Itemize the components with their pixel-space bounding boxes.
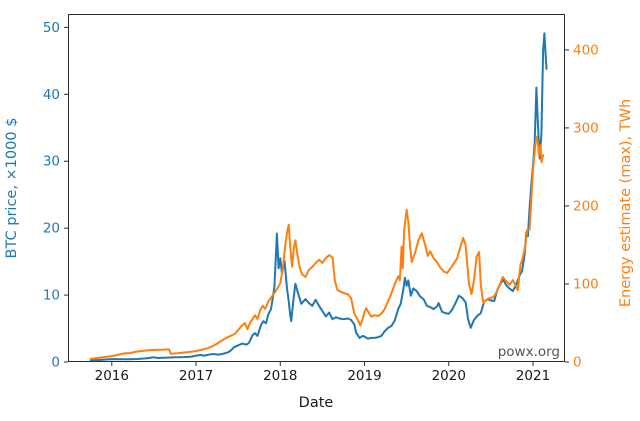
y-left-tick-label: 0: [51, 355, 60, 371]
x-tick-label: 2021: [516, 368, 550, 384]
y-left-tick-label: 30: [43, 154, 60, 170]
plot-spines: [68, 14, 565, 362]
y-axis-label-right: Energy estimate (max), TWh: [618, 99, 634, 307]
y-right-tick-label: 100: [573, 276, 599, 292]
series-layer: [89, 32, 548, 362]
y-right-tick-label: 400: [573, 42, 599, 58]
y-right-tick-label: 200: [573, 198, 599, 214]
x-tick-label: 2017: [179, 368, 213, 384]
x-tick-label: 2016: [95, 368, 129, 384]
x-tick-label: 2019: [347, 368, 381, 384]
y-left-tick-label: 20: [43, 221, 60, 237]
y-left-tick-label: 40: [43, 87, 60, 103]
y-right-tick-label: 300: [573, 120, 599, 136]
energy-estimate-line: [89, 135, 545, 360]
x-tick-label: 2018: [263, 368, 297, 384]
y-left-tick-label: 50: [43, 20, 60, 36]
y-right-tick-label: 0: [573, 355, 582, 371]
watermark: powx.org: [498, 344, 560, 360]
ticks-layer: 2016 2017 2018 2019 2020 2021 0 10 20 30 40 50 0 100 2…: [43, 20, 599, 384]
x-tick-label: 2020: [432, 368, 466, 384]
y-axis-label-left: BTC price, ×1000 $: [4, 118, 20, 259]
y-left-tick-label: 10: [43, 288, 60, 304]
x-axis-label: Date: [299, 395, 334, 411]
btc-price-line: [89, 32, 548, 362]
